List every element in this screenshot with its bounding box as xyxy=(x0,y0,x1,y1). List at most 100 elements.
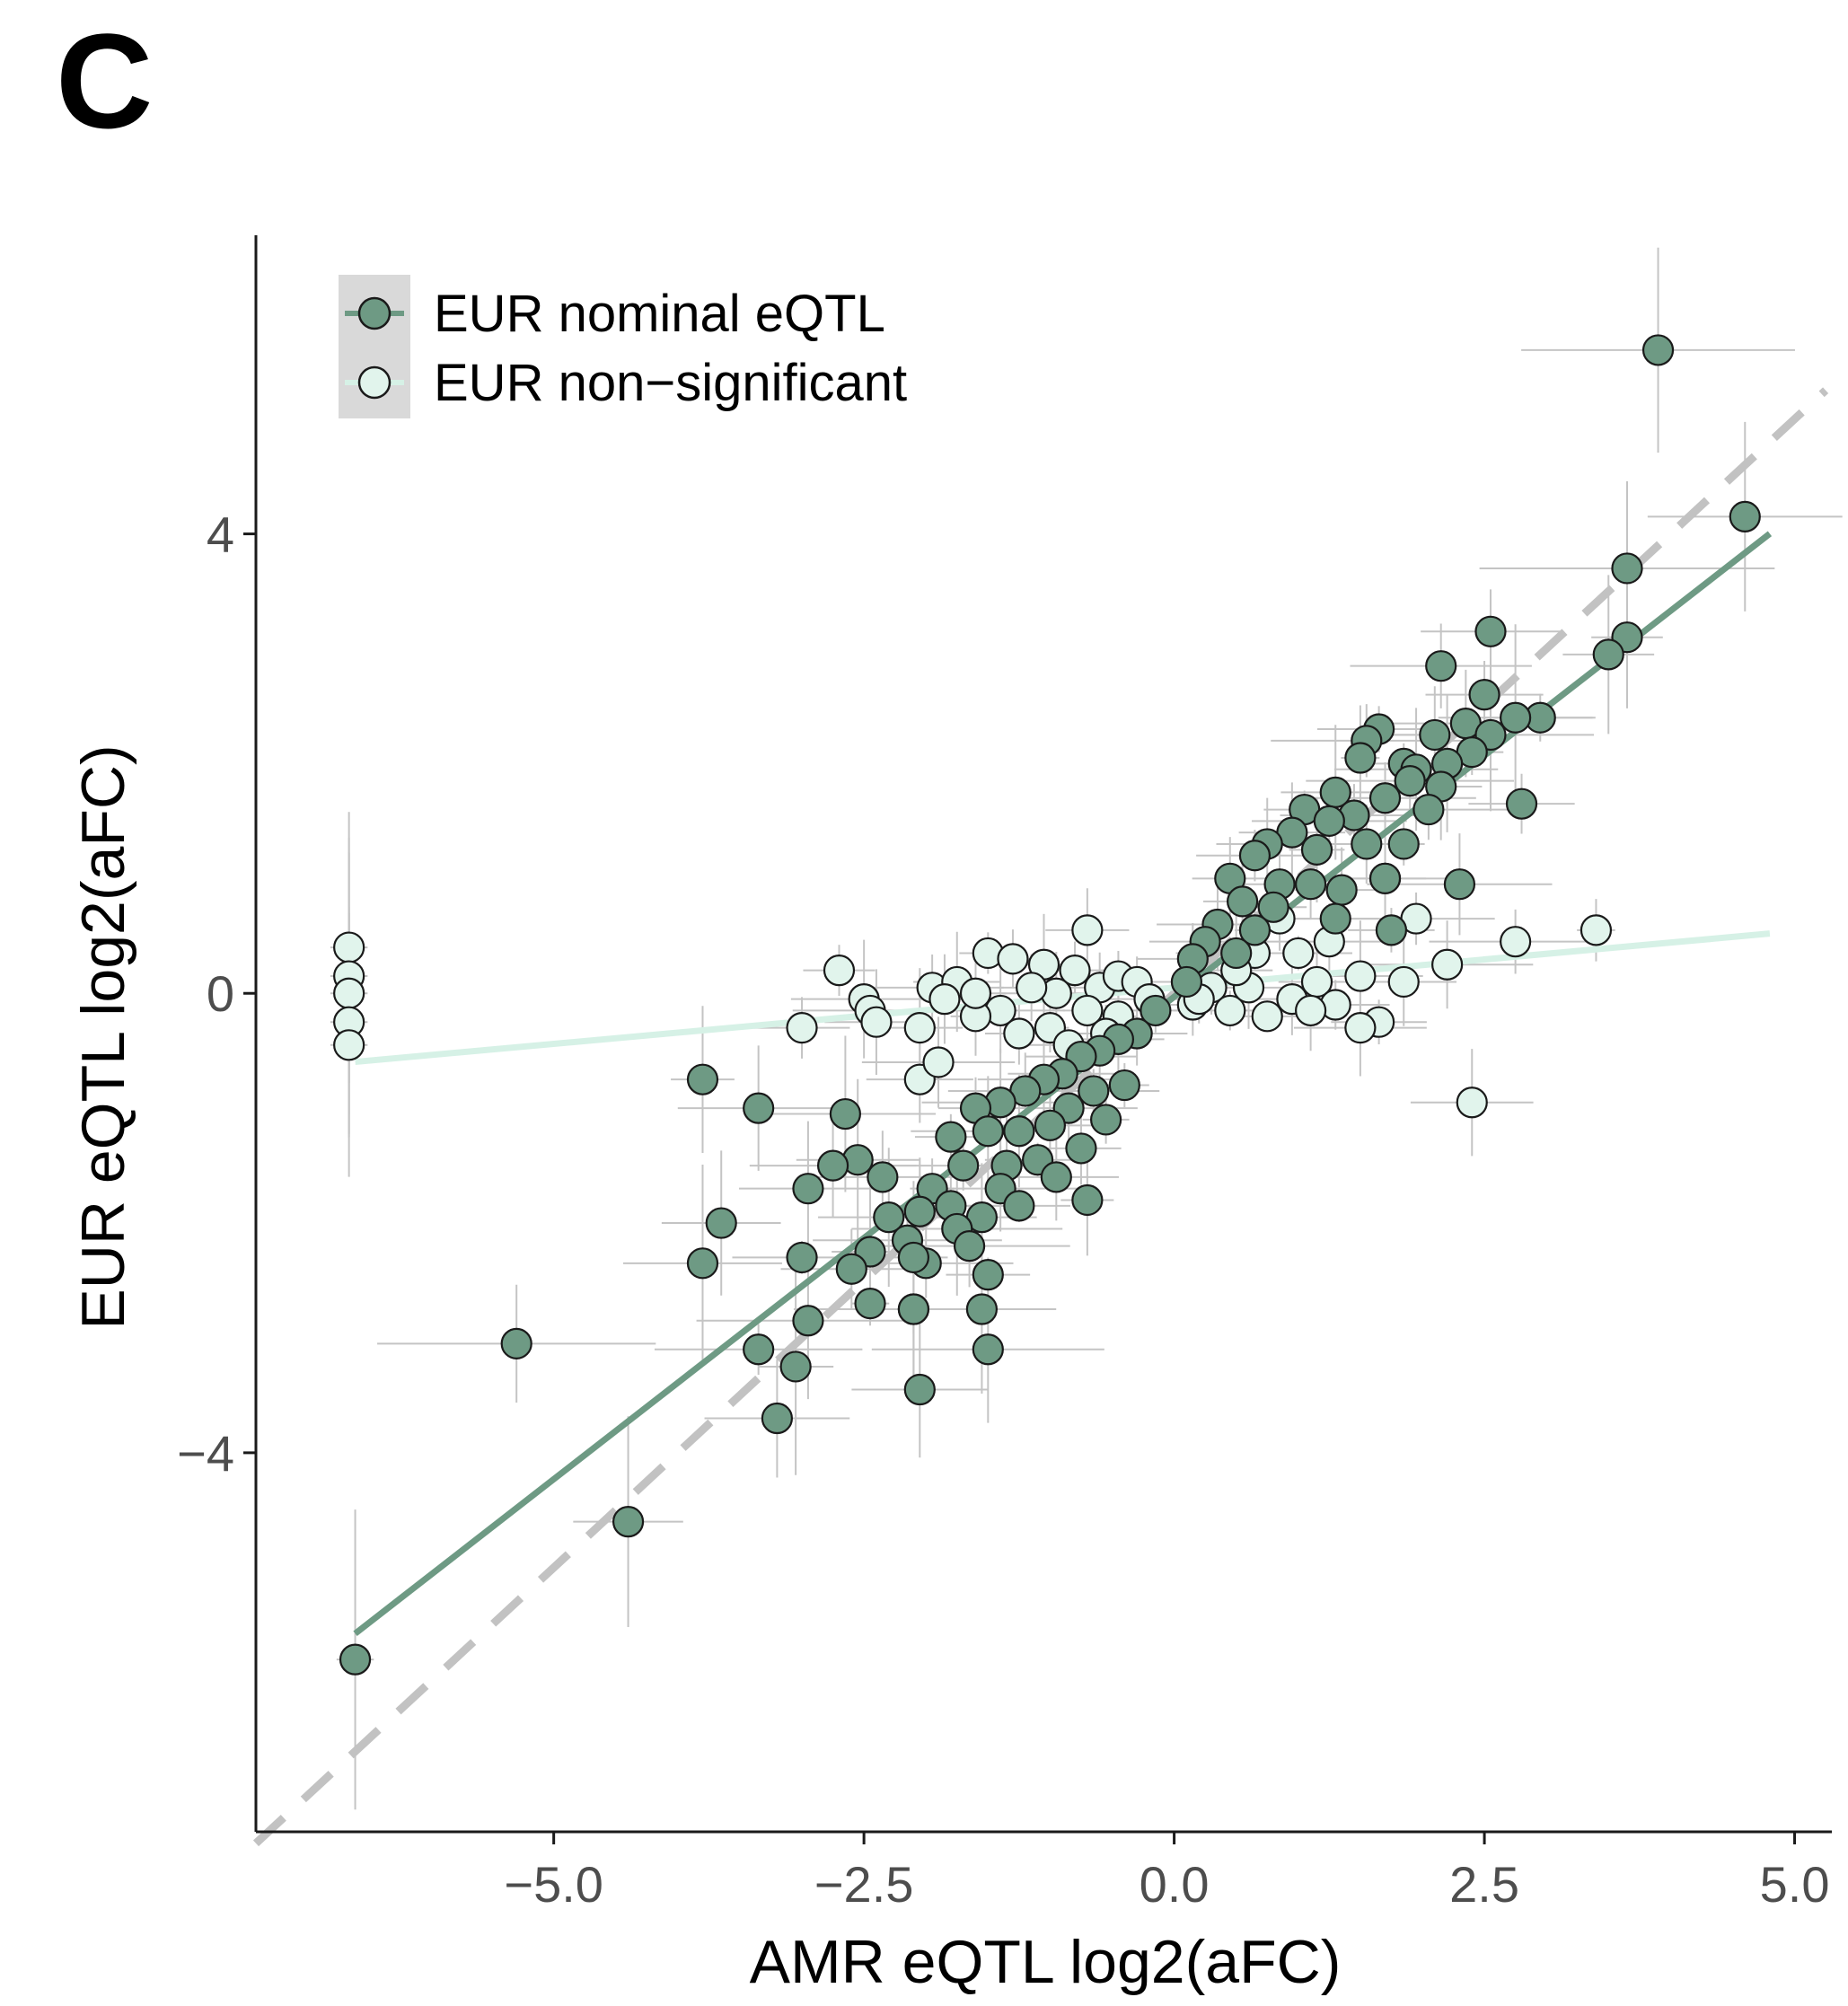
point-eqtl xyxy=(972,1333,1004,1366)
point-nonsig xyxy=(333,1029,365,1061)
point-eqtl xyxy=(1325,874,1358,906)
point-nonsig xyxy=(1059,955,1091,987)
point-nonsig xyxy=(997,943,1029,975)
y-tick-label: −4 xyxy=(177,1425,234,1482)
point-eqtl xyxy=(705,1207,737,1239)
point-eqtl xyxy=(500,1327,532,1359)
x-tick-label: 0.0 xyxy=(1140,1856,1210,1913)
point-eqtl xyxy=(1419,718,1451,752)
legend-marker-nonsig xyxy=(357,365,392,400)
point-nonsig xyxy=(903,1012,936,1044)
point-nonsig xyxy=(1500,926,1532,958)
point-nonsig xyxy=(1003,1017,1035,1050)
x-axis-title: AMR eQTL log2(aFC) xyxy=(750,1928,1342,1996)
point-eqtl xyxy=(1140,994,1172,1027)
point-eqtl xyxy=(1238,914,1272,946)
point-nonsig xyxy=(1431,948,1464,981)
point-nonsig xyxy=(1251,1000,1283,1033)
point-nonsig xyxy=(1580,914,1613,946)
point-eqtl xyxy=(1300,833,1333,866)
point-eqtl xyxy=(1344,742,1377,774)
point-nonsig xyxy=(1214,994,1246,1027)
point-nonsig xyxy=(1071,914,1104,946)
point-eqtl xyxy=(1500,701,1532,734)
point-nonsig xyxy=(333,977,365,1009)
point-eqtl xyxy=(1170,965,1203,999)
point-eqtl xyxy=(953,1230,986,1263)
point-nonsig xyxy=(922,1046,955,1078)
x-tick-label: 2.5 xyxy=(1449,1856,1519,1913)
point-eqtl xyxy=(792,1305,824,1337)
point-eqtl xyxy=(743,1333,775,1366)
point-eqtl xyxy=(792,1173,824,1205)
legend-item-eqtl: EUR nominal eQTL xyxy=(345,285,885,343)
point-eqtl xyxy=(1078,1075,1110,1107)
point-eqtl xyxy=(1368,862,1402,894)
x-tick-label: −2.5 xyxy=(814,1856,914,1913)
point-eqtl xyxy=(339,1643,372,1676)
point-eqtl xyxy=(867,1161,899,1193)
y-tick-label: 4 xyxy=(207,506,234,563)
point-eqtl xyxy=(1313,805,1345,837)
point-nonsig xyxy=(823,955,856,987)
point-eqtl xyxy=(1474,615,1507,647)
y-tick-label: 0 xyxy=(207,965,234,1022)
point-eqtl xyxy=(897,1241,930,1274)
point-eqtl xyxy=(1071,1183,1104,1217)
point-nonsig xyxy=(860,1006,893,1038)
point-eqtl xyxy=(1592,638,1624,671)
point-eqtl xyxy=(686,1247,719,1280)
point-eqtl xyxy=(935,1121,967,1153)
point-eqtl xyxy=(1468,679,1500,711)
point-eqtl xyxy=(1040,1161,1072,1193)
point-eqtl xyxy=(1319,902,1351,935)
point-nonsig xyxy=(1282,937,1315,970)
point-nonsig xyxy=(959,977,992,1009)
point-nonsig xyxy=(1016,972,1048,1004)
point-eqtl xyxy=(972,1259,1004,1291)
point-eqtl xyxy=(1394,764,1426,797)
legend-item-nonsig: EUR non−significant xyxy=(345,354,907,412)
point-eqtl xyxy=(829,1097,861,1131)
point-eqtl xyxy=(897,1293,930,1325)
point-eqtl xyxy=(1443,868,1476,901)
error-bars xyxy=(330,247,1843,1810)
point-eqtl xyxy=(1611,552,1643,585)
point-eqtl xyxy=(1227,885,1259,918)
point-eqtl xyxy=(835,1253,867,1285)
point-eqtl xyxy=(743,1092,775,1124)
x-tick-label: 5.0 xyxy=(1760,1856,1830,1913)
point-eqtl xyxy=(1295,868,1327,901)
point-eqtl xyxy=(1238,840,1272,872)
point-eqtl xyxy=(903,1373,936,1406)
point-eqtl xyxy=(1003,1115,1035,1148)
point-eqtl xyxy=(612,1506,645,1538)
legend: EUR nominal eQTL EUR non−significant xyxy=(339,275,907,418)
point-nonsig xyxy=(1071,994,1104,1027)
point-eqtl xyxy=(873,1201,905,1234)
point-eqtl xyxy=(854,1287,886,1320)
point-nonsig xyxy=(1295,994,1327,1027)
x-axis-ticks: −5.0 −2.5 0.0 2.5 5.0 xyxy=(504,1832,1829,1913)
point-nonsig xyxy=(1344,960,1377,992)
point-eqtl xyxy=(1729,500,1761,532)
panel-label: C xyxy=(56,5,153,156)
point-eqtl xyxy=(761,1402,793,1435)
legend-marker-eqtl xyxy=(357,296,392,330)
point-nonsig xyxy=(1387,965,1420,999)
y-axis-title: EUR eQTL log2(aFC) xyxy=(69,744,137,1329)
point-eqtl xyxy=(1351,828,1383,860)
point-eqtl xyxy=(1257,891,1289,923)
point-eqtl xyxy=(686,1063,719,1095)
point-nonsig xyxy=(1456,1087,1488,1119)
plot-area xyxy=(252,247,1843,1847)
point-eqtl xyxy=(947,1149,980,1182)
point-eqtl xyxy=(1641,334,1675,366)
point-nonsig xyxy=(786,1012,818,1044)
point-eqtl xyxy=(779,1351,812,1383)
legend-label-eqtl: EUR nominal eQTL xyxy=(434,285,885,343)
point-eqtl xyxy=(1375,914,1408,946)
point-eqtl xyxy=(1003,1190,1035,1222)
point-eqtl xyxy=(1220,937,1253,970)
